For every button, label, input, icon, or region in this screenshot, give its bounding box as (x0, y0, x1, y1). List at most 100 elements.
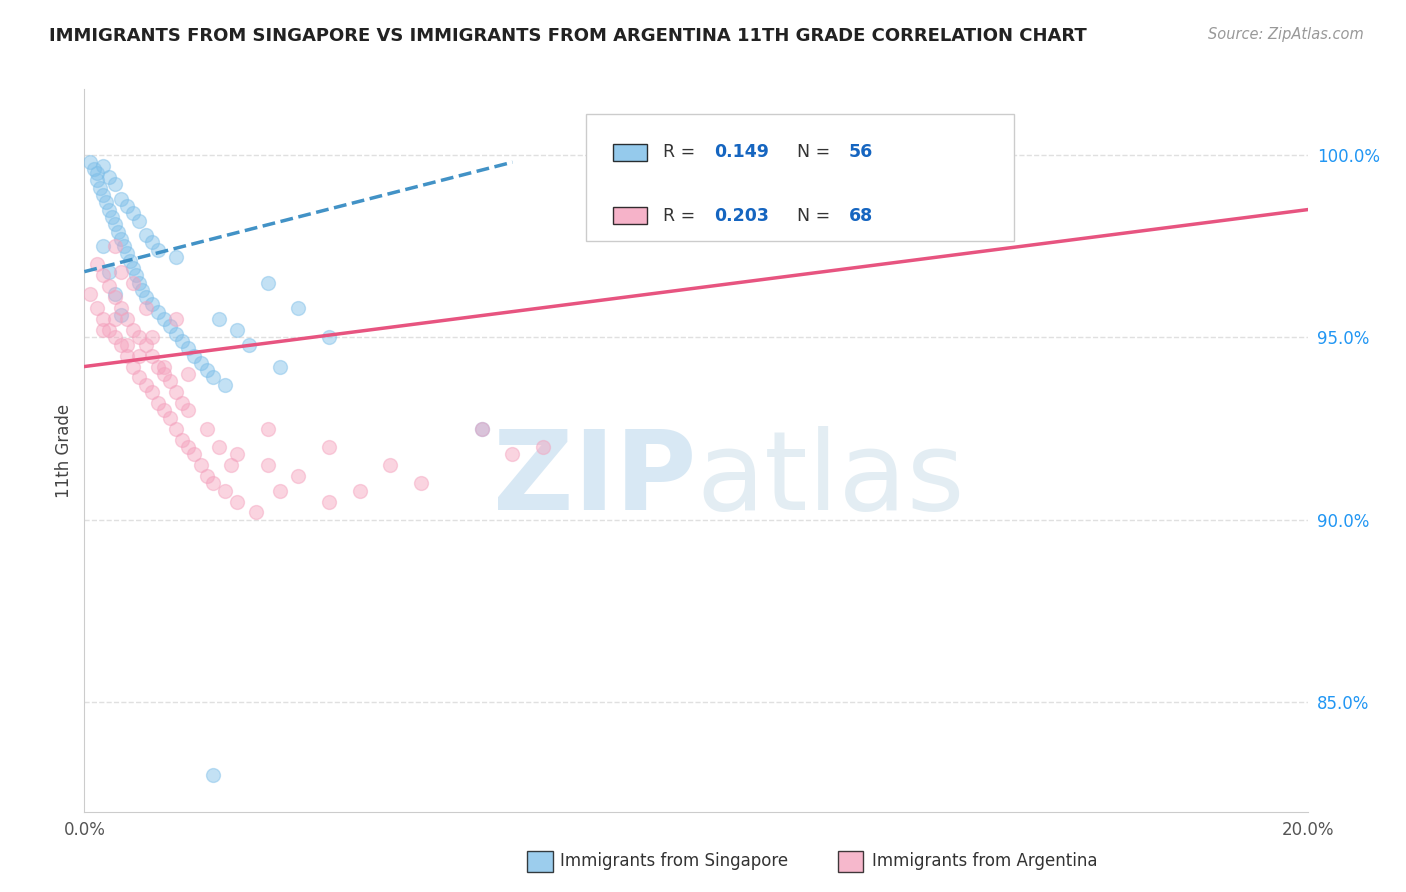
Point (380, 458, 402, 472)
Point (101, 210, 124, 224)
Point (226, 447, 249, 461)
Text: Immigrants from Singapore: Immigrants from Singapore (560, 852, 787, 870)
Point (226, 494, 249, 508)
Point (165, 385, 187, 400)
Point (219, 458, 242, 472)
Point (104, 217, 127, 231)
Point (122, 359, 145, 374)
Point (97, 169, 120, 184)
Point (104, 286, 127, 301)
Point (257, 458, 280, 472)
Point (91, 188, 114, 202)
Point (128, 370, 150, 384)
Point (318, 330, 340, 344)
Point (201, 768, 224, 782)
Point (86, 257, 108, 271)
Point (97, 202, 120, 217)
Point (531, 440, 554, 454)
Point (128, 276, 150, 290)
Point (269, 483, 291, 498)
Text: 56: 56 (849, 143, 873, 161)
Point (110, 232, 132, 246)
Point (115, 349, 138, 363)
Point (159, 374, 181, 388)
Point (131, 283, 153, 297)
Point (122, 276, 145, 290)
Y-axis label: 11th Grade: 11th Grade (55, 403, 73, 498)
Point (177, 341, 200, 355)
Point (226, 323, 249, 337)
Text: Immigrants from Argentina: Immigrants from Argentina (872, 852, 1097, 870)
Point (177, 403, 200, 417)
Point (104, 290, 127, 304)
Point (91, 323, 114, 337)
Point (471, 421, 494, 435)
Point (195, 469, 218, 483)
Point (122, 260, 145, 275)
Text: Source: ZipAtlas.com: Source: ZipAtlas.com (1208, 27, 1364, 42)
Point (183, 447, 205, 461)
Point (190, 356, 212, 370)
Point (195, 363, 218, 377)
Point (104, 330, 127, 344)
Point (83, 162, 105, 177)
Point (257, 421, 280, 435)
Point (128, 349, 150, 363)
Point (115, 312, 138, 326)
Point (201, 370, 224, 384)
Point (165, 312, 187, 326)
Point (183, 349, 205, 363)
Point (153, 367, 176, 381)
Point (128, 213, 150, 227)
Point (208, 312, 231, 326)
Point (287, 469, 309, 483)
Point (91, 239, 114, 253)
Point (172, 433, 194, 447)
Point (172, 396, 194, 410)
Point (165, 250, 187, 264)
Point (165, 421, 187, 435)
Text: 0.149: 0.149 (714, 143, 769, 161)
Point (318, 440, 340, 454)
Point (141, 330, 163, 344)
Point (86, 173, 108, 187)
Point (97, 279, 120, 293)
Point (115, 246, 138, 260)
Text: R =: R = (664, 143, 700, 161)
Point (115, 199, 138, 213)
FancyBboxPatch shape (613, 144, 647, 161)
Point (125, 268, 148, 283)
Point (141, 349, 163, 363)
Point (159, 410, 181, 425)
Point (122, 206, 145, 220)
Point (177, 440, 200, 454)
Point (128, 330, 150, 344)
Text: R =: R = (664, 207, 700, 225)
Point (89, 180, 111, 194)
Point (135, 301, 157, 315)
Point (86, 166, 108, 180)
Point (135, 337, 157, 351)
Point (135, 377, 157, 392)
Text: N =: N = (797, 143, 837, 161)
Text: ZIP: ZIP (492, 425, 696, 533)
Point (146, 243, 169, 257)
Text: atlas: atlas (696, 425, 965, 533)
Point (107, 225, 129, 239)
Text: 0.203: 0.203 (714, 207, 769, 225)
Point (195, 421, 218, 435)
Point (110, 309, 132, 323)
Text: N =: N = (797, 207, 837, 225)
Point (91, 159, 114, 173)
FancyBboxPatch shape (586, 114, 1014, 241)
Point (245, 506, 267, 520)
Point (165, 326, 187, 341)
Point (471, 421, 494, 435)
Point (135, 290, 157, 304)
Point (135, 228, 157, 243)
Point (172, 334, 194, 348)
Point (318, 494, 340, 508)
Point (159, 319, 181, 334)
Point (110, 301, 132, 315)
Point (214, 377, 236, 392)
